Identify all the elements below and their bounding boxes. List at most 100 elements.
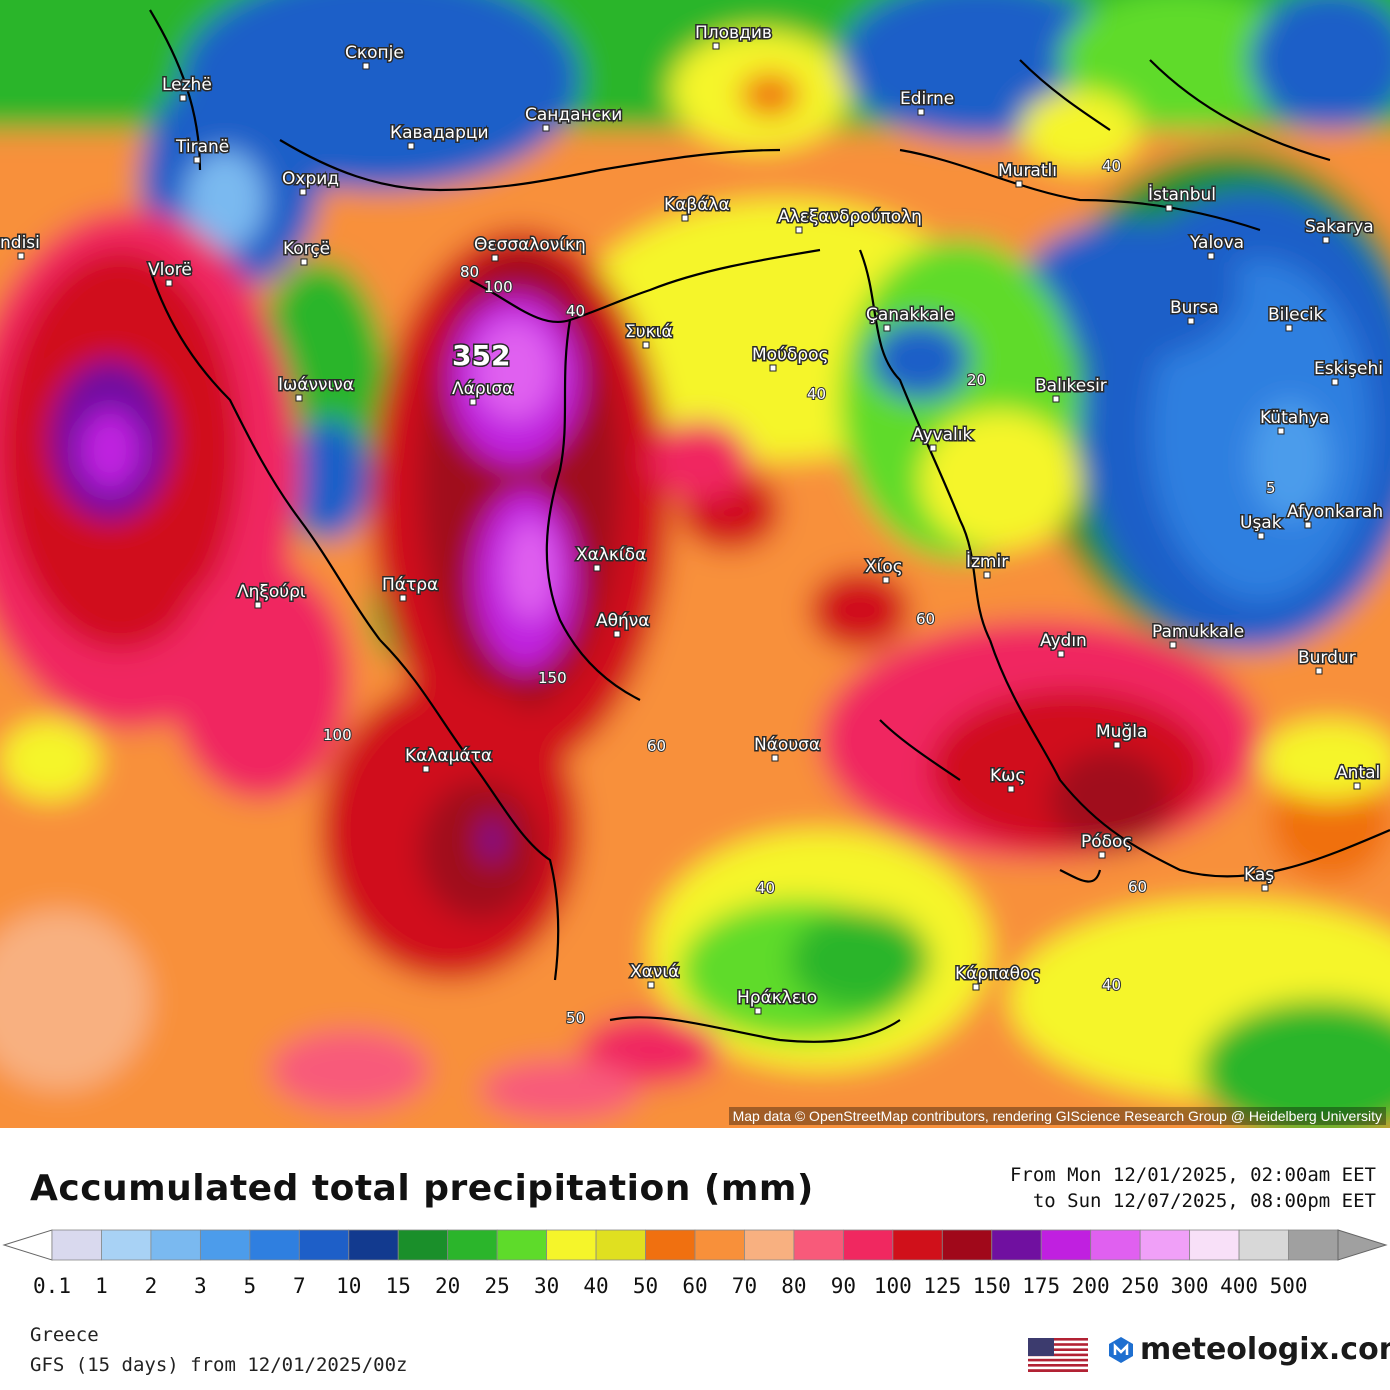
city-sakarya: Sakarya xyxy=(1305,217,1374,237)
contour-label: 40 xyxy=(1102,157,1121,175)
scale-color-cell xyxy=(1040,1229,1092,1261)
us-flag-icon[interactable] xyxy=(1028,1338,1088,1372)
scale-color-cell xyxy=(1139,1229,1191,1261)
city-usak: Uşak xyxy=(1240,513,1282,533)
city-ioannina: Ιωάννινα xyxy=(278,375,354,395)
contour-label: 50 xyxy=(566,1009,585,1027)
scale-color-cell xyxy=(842,1229,894,1261)
city-kavadarci: Кавадарци xyxy=(390,123,489,143)
city-mugla: Muğla xyxy=(1096,722,1147,742)
scale-color-cell xyxy=(1189,1229,1240,1261)
map-attribution[interactable]: Map data © OpenStreetMap contributors, r… xyxy=(728,1107,1386,1125)
scale-tick-label: 50 xyxy=(632,1274,659,1298)
city-lixouri-marker xyxy=(254,601,262,609)
scale-ticks: 0.1 1 2 3 5 7 10 15 20 25 30 40 50 60 70 80 90 100 125 150 1… xyxy=(0,1274,1390,1304)
city-chios-marker xyxy=(882,576,890,584)
city-eskisehir-marker xyxy=(1331,378,1339,386)
contour-labels: 40 80 100 40 40 20 5 60 100 150 60 40 60 40 50 xyxy=(322,156,1277,1028)
city-athina: Αθήνα xyxy=(596,611,650,631)
scale-color-cell xyxy=(546,1229,597,1261)
scale-tick-label: 150 xyxy=(972,1274,1011,1298)
contour-label: 40 xyxy=(1102,976,1121,994)
region-label: Greece xyxy=(30,1324,99,1346)
city-irakleio: Ηράκλειο xyxy=(737,988,817,1008)
scale-tick-label: 10 xyxy=(336,1274,362,1298)
precipitation-map[interactable]: Скопје Пловдив Lezhë Tiranë Кавадарци Санданс… xyxy=(0,0,1390,1128)
city-usak-marker xyxy=(1257,532,1265,540)
scale-tick-label: 20 xyxy=(435,1274,461,1298)
city-larisa: Λάρισα xyxy=(452,379,513,399)
city-edirne-marker xyxy=(917,108,925,116)
city-antalya: Antal xyxy=(1336,763,1380,783)
legend-title: Accumulated total precipitation (mm) xyxy=(30,1168,814,1209)
contour-label: 40 xyxy=(807,385,826,403)
scale-tick-label: 60 xyxy=(682,1274,708,1298)
city-tirane: Tiranë xyxy=(175,137,229,157)
city-kutahya: Kütahya xyxy=(1260,408,1329,428)
scale-tick-label: 7 xyxy=(292,1274,306,1298)
city-ohrid-marker xyxy=(299,188,307,196)
city-kos: Κως xyxy=(990,766,1025,786)
city-izmir: İzmir xyxy=(966,551,1008,572)
city-vlore: Vlorë xyxy=(148,260,192,280)
city-izmir-marker xyxy=(983,571,991,579)
city-ioannina-marker xyxy=(295,394,303,402)
city-skopje: Скопје xyxy=(345,43,404,63)
city-karpathos-marker xyxy=(972,983,980,991)
scale-tick-label: 175 xyxy=(1022,1274,1061,1298)
scale-color-cell xyxy=(51,1229,102,1261)
contour-label: 100 xyxy=(323,726,352,744)
city-antalya-marker xyxy=(1353,782,1361,790)
city-tirane-marker xyxy=(193,156,201,164)
city-bursa-marker xyxy=(1187,317,1195,325)
scale-color-cell xyxy=(645,1229,696,1261)
scale-lower-arrow xyxy=(2,1229,53,1261)
scale-color-cell xyxy=(496,1229,548,1261)
time-period: From Mon 12/01/2025, 02:00am EET to Sun … xyxy=(1010,1162,1376,1214)
scale-color-cell xyxy=(892,1229,943,1261)
scale-upper-arrow xyxy=(1337,1229,1388,1261)
city-ayvalik: Ayvalık xyxy=(912,425,972,445)
city-balikesir: Balıkesir xyxy=(1035,376,1107,396)
place-labels: Скопје Пловдив Lezhë Tiranë Кавадарци Санданс… xyxy=(0,22,1385,1015)
scale-color-cell xyxy=(1238,1229,1289,1261)
scale-tick-label: 40 xyxy=(583,1274,609,1298)
period-end: to Sun 12/07/2025, 08:00pm EET xyxy=(1032,1190,1376,1212)
scale-tick-label: 500 xyxy=(1269,1274,1308,1298)
legend-panel: Accumulated total precipitation (mm) Fro… xyxy=(0,1128,1390,1390)
scale-tick-label: 5 xyxy=(243,1274,257,1298)
city-skopje-marker xyxy=(362,62,370,70)
city-kavala-marker xyxy=(681,214,689,222)
scale-tick-label: 70 xyxy=(731,1274,758,1298)
meteologix-logo[interactable]: meteologix.com xyxy=(1106,1332,1390,1367)
city-alexandroupoli-marker xyxy=(795,226,803,234)
city-muratli-marker xyxy=(1015,180,1023,188)
city-lezhe-marker xyxy=(179,94,187,102)
scale-color-cell xyxy=(348,1229,399,1261)
city-chalkida-marker xyxy=(593,564,601,572)
city-istanbul: İstanbul xyxy=(1148,184,1216,205)
city-thessaloniki: Θεσσαλονίκη xyxy=(474,235,586,255)
city-pamukkale: Pamukkale xyxy=(1152,622,1244,642)
city-irakleio-marker xyxy=(754,1007,762,1015)
scale-color-cell xyxy=(941,1229,993,1261)
city-moudros-marker xyxy=(769,364,777,372)
city-kos-marker xyxy=(1007,785,1015,793)
period-start: From Mon 12/01/2025, 02:00am EET xyxy=(1009,1164,1376,1186)
city-chalkida: Χαλκίδα xyxy=(576,545,646,565)
city-lixouri: Ληξούρι xyxy=(237,582,306,602)
city-plovdiv: Пловдив xyxy=(695,23,772,43)
scale-tick-label: 3 xyxy=(194,1274,207,1298)
city-muratli: Muratlı xyxy=(998,161,1057,181)
city-yalova-marker xyxy=(1207,252,1215,260)
city-kas: Kaş xyxy=(1244,865,1274,885)
city-kas-marker xyxy=(1261,884,1269,892)
city-sandanski-marker xyxy=(542,124,550,132)
city-larisa-marker xyxy=(469,398,477,406)
city-yalova: Yalova xyxy=(1189,233,1244,253)
city-burdur: Burdur xyxy=(1298,648,1356,668)
city-kalamata-marker xyxy=(422,765,430,773)
scale-tick-label: 90 xyxy=(830,1274,857,1298)
contour-label: 100 xyxy=(484,278,513,296)
city-kutahya-marker xyxy=(1277,427,1285,435)
